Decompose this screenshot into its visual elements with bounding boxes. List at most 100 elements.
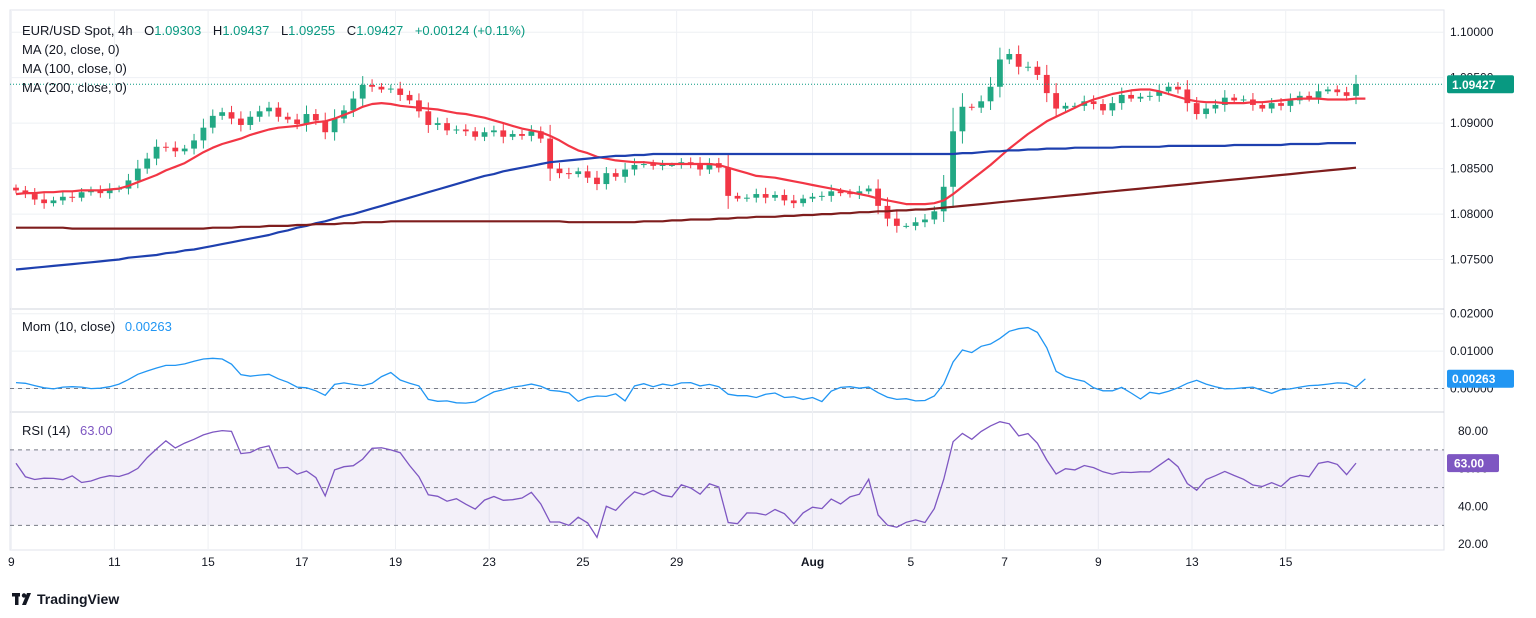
- candle-body: [481, 132, 488, 137]
- axes: 1.100001.095001.090001.085001.080001.075…: [8, 25, 1514, 569]
- rsi-legend[interactable]: RSI (14) 63.00: [22, 423, 113, 438]
- open-value: 1.09303: [154, 23, 201, 38]
- mom-value-label: 0.00263: [1452, 372, 1496, 386]
- time-axis-tick: 17: [295, 555, 309, 569]
- candle-body: [978, 101, 985, 108]
- ma200-line[interactable]: [16, 166, 1357, 230]
- candle-body: [968, 106, 975, 108]
- candle-body: [594, 177, 600, 185]
- candle-body: [13, 187, 19, 191]
- candle-body: [1100, 104, 1106, 111]
- candle-body: [425, 111, 432, 125]
- candle-body: [322, 120, 329, 133]
- price-axis-tick: 1.08000: [1450, 207, 1494, 221]
- candle-body: [706, 163, 713, 170]
- rsi-pane[interactable]: [15, 421, 1357, 539]
- candle-body: [1306, 95, 1313, 98]
- candle-body: [912, 222, 919, 226]
- candle-body: [31, 194, 38, 200]
- candle-body: [294, 119, 301, 125]
- candle-body: [781, 194, 788, 201]
- time-axis-tick: 13: [1185, 555, 1199, 569]
- rsi-value-tag: [1447, 454, 1499, 473]
- candle-body: [987, 86, 994, 102]
- time-axis-tick: 19: [389, 555, 403, 569]
- candle-body: [500, 130, 507, 137]
- candle-body: [1146, 95, 1153, 97]
- candle-body: [940, 186, 947, 212]
- candle-body: [612, 173, 619, 177]
- candle-body: [922, 219, 928, 223]
- mom-axis-tick: 0.02000: [1450, 307, 1494, 321]
- candle-body: [462, 129, 469, 132]
- candle-body: [106, 189, 113, 194]
- candle-body: [1109, 103, 1116, 111]
- rsi-title: RSI (14): [22, 423, 70, 438]
- mom-title: Mom (10, close): [22, 319, 115, 334]
- rsi-current-value: 63.00: [80, 423, 113, 438]
- tradingview-logo[interactable]: TradingView: [12, 591, 119, 607]
- rsi-line[interactable]: [15, 421, 1357, 539]
- price-axis-tick: 1.10000: [1450, 25, 1494, 39]
- candle-body: [772, 194, 778, 198]
- candle-body: [97, 190, 104, 194]
- candle-body: [631, 164, 638, 170]
- ma100-line[interactable]: [15, 142, 1356, 271]
- candle-body: [1231, 97, 1238, 101]
- candle-body: [828, 191, 835, 196]
- candle-body: [69, 196, 76, 198]
- price-axis-tick: 1.09000: [1450, 116, 1494, 130]
- high-value: 1.09437: [222, 23, 269, 38]
- candle-body: [753, 194, 760, 198]
- candle-body: [1240, 99, 1247, 101]
- candle-body: [228, 112, 235, 119]
- time-axis-tick: 25: [576, 555, 590, 569]
- candle-body: [575, 171, 582, 175]
- rsi-band: [10, 449, 1444, 526]
- candle-body: [509, 134, 516, 137]
- ma100-legend[interactable]: MA (100, close, 0): [22, 61, 127, 76]
- candle-body: [950, 131, 956, 187]
- ma20-legend[interactable]: MA (20, close, 0): [22, 42, 120, 57]
- candle-body: [1315, 91, 1322, 98]
- candle-body: [78, 192, 85, 198]
- candle-body: [209, 115, 216, 128]
- candle-body: [744, 197, 750, 199]
- candle-body: [818, 195, 825, 197]
- candle-body: [875, 188, 882, 206]
- candle-body: [837, 191, 844, 194]
- candle-body: [809, 196, 816, 199]
- ma20-line[interactable]: [15, 88, 1366, 206]
- mom-legend[interactable]: Mom (10, close) 0.00263: [22, 319, 172, 334]
- time-axis-tick: 9: [8, 555, 15, 569]
- candle-body: [1090, 101, 1097, 105]
- ma200-legend[interactable]: MA (200, close, 0): [22, 80, 127, 95]
- candle-body: [312, 114, 319, 121]
- candle-body: [331, 118, 338, 133]
- price-pane[interactable]: [10, 45, 1444, 271]
- tradingview-logo-text: TradingView: [37, 591, 119, 607]
- candle-body: [444, 123, 450, 131]
- candle-body: [1053, 93, 1060, 109]
- price-axis-tick: 1.07500: [1450, 253, 1494, 267]
- legend-line-1: EUR/USD Spot, 4h O1.09303 H1.09437 L1.09…: [22, 23, 525, 38]
- last-price-tag: [1447, 75, 1514, 94]
- candle-body: [669, 164, 675, 166]
- candle-body: [565, 173, 572, 175]
- candle-body: [1175, 86, 1181, 90]
- candle-body: [125, 180, 132, 189]
- candle-body: [603, 173, 610, 185]
- symbol-label[interactable]: EUR/USD Spot, 4h: [22, 23, 133, 38]
- candle-body: [1165, 86, 1172, 92]
- candle-body: [1118, 94, 1125, 104]
- last-price-label: 1.09427: [1452, 78, 1496, 92]
- candle-body: [1006, 54, 1013, 60]
- candle-body: [1015, 54, 1022, 67]
- mom-line[interactable]: [15, 326, 1366, 404]
- candle-body: [50, 200, 57, 204]
- momentum-pane[interactable]: [10, 326, 1444, 404]
- candle-body: [1156, 91, 1163, 96]
- candle-body: [453, 129, 460, 131]
- low-value: 1.09255: [288, 23, 335, 38]
